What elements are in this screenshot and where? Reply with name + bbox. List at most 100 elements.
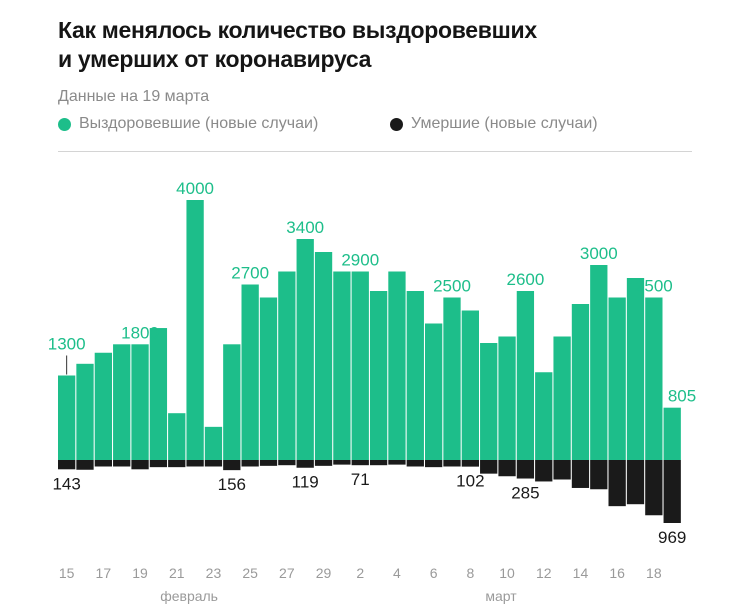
recovered-value-label: 1800: [121, 323, 159, 342]
recovered-bar: [113, 344, 131, 460]
deaths-bar: [223, 460, 241, 471]
chart-title-line-1: Как менялось количество выздоровевших: [58, 17, 537, 43]
deaths-bar: [94, 460, 112, 467]
deaths-bar: [535, 460, 553, 482]
recovered-value-label: 4000: [176, 179, 214, 198]
x-tick-label: 18: [646, 565, 662, 581]
recovered-bar: [553, 336, 571, 460]
deaths-bar: [186, 460, 204, 467]
recovered-value-label: 2900: [341, 251, 379, 270]
recovered-value-label: 3400: [286, 218, 324, 237]
legend-label-deaths: Умершие (новые случаи): [411, 115, 598, 132]
deaths-bar: [369, 460, 388, 466]
deaths-value-label: 119: [292, 473, 319, 492]
deaths-bar: [516, 460, 535, 479]
recovered-value-label: 1300: [48, 335, 86, 354]
x-tick-label: 17: [96, 565, 112, 581]
deaths-bar: [480, 460, 498, 474]
x-tick-label: 6: [430, 565, 438, 581]
x-tick-label: 12: [536, 565, 552, 581]
x-tick-label: 4: [393, 565, 401, 581]
x-tick-label: 25: [242, 565, 258, 581]
recovered-bar: [76, 363, 94, 460]
recovered-value-label: 2500: [635, 277, 673, 296]
deaths-value-label: 102: [456, 472, 484, 491]
recovered-bar: [149, 328, 168, 460]
deaths-bar: [498, 460, 516, 477]
x-tick-label: 23: [206, 565, 222, 581]
x-tick-label: 10: [499, 565, 515, 581]
deaths-bar: [406, 460, 424, 467]
x-tick-label: 21: [169, 565, 185, 581]
x-tick-label: 15: [59, 565, 75, 581]
deaths-value-label: 285: [511, 484, 539, 503]
header-divider: [58, 151, 692, 152]
deaths-bar: [113, 460, 131, 467]
deaths-bar: [149, 460, 168, 468]
chart-title-line-2: и умерших от коронавируса: [58, 46, 372, 72]
legend-swatch-recovered: [58, 117, 71, 131]
recovered-bar: [296, 239, 314, 460]
deaths-bar: [461, 460, 479, 467]
x-tick-label: 2: [356, 565, 364, 581]
deaths-bar: [58, 460, 76, 470]
chart-title: Как менялось количество выздоровевших и …: [58, 16, 537, 74]
x-tick-label: 29: [316, 565, 332, 581]
recovered-bar: [516, 291, 535, 460]
deaths-bar: [590, 460, 608, 490]
chart-subtitle: Данные на 19 марта: [58, 88, 210, 105]
deaths-bar: [333, 460, 351, 465]
recovered-bar: [608, 297, 626, 460]
deaths-bar: [131, 460, 149, 470]
recovered-bar: [535, 372, 553, 460]
deaths-bar: [626, 460, 645, 505]
month-label: март: [485, 588, 517, 604]
legend-swatch-deaths: [390, 117, 403, 131]
recovered-bar: [278, 271, 296, 460]
x-tick-label: 16: [609, 565, 625, 581]
recovered-bar: [58, 375, 76, 460]
recovered-bar: [241, 284, 259, 460]
recovered-value-label: 2500: [433, 277, 471, 296]
recovered-bar: [443, 297, 461, 460]
recovered-bar: [571, 304, 590, 460]
recovered-bar: [461, 310, 479, 460]
legend-item-deaths: Умершие (новые случаи): [390, 115, 598, 133]
recovered-bar: [626, 278, 645, 460]
deaths-bar: [645, 460, 663, 516]
deaths-bar: [259, 460, 278, 466]
recovered-bar: [131, 344, 149, 460]
recovered-bar: [425, 323, 443, 460]
x-tick-label: 27: [279, 565, 295, 581]
deaths-bar: [443, 460, 461, 467]
deaths-bar: [663, 460, 681, 523]
deaths-bar: [388, 460, 406, 465]
recovered-bar: [94, 352, 112, 460]
deaths-value-label: 143: [52, 474, 80, 493]
recovered-bar: [590, 265, 608, 460]
deaths-bar: [204, 460, 223, 467]
deaths-bar: [351, 460, 369, 466]
deaths-value-label: 71: [351, 470, 370, 489]
legend-item-recovered: Выздоровевшие (новые случаи): [58, 115, 318, 133]
deaths-bar: [425, 460, 443, 468]
recovered-value-label: 3000: [580, 244, 618, 263]
deaths-bar: [278, 460, 296, 466]
recovered-bar: [168, 413, 186, 460]
deaths-bar: [76, 460, 94, 470]
x-tick-label: 8: [466, 565, 474, 581]
month-label: февраль: [160, 588, 218, 604]
deaths-value-label: 969: [658, 528, 686, 547]
deaths-bar: [571, 460, 590, 488]
legend-label-recovered: Выздоровевшие (новые случаи): [79, 115, 319, 132]
recovered-bar: [223, 344, 241, 460]
recovered-bar: [204, 426, 223, 460]
recovered-bar: [369, 291, 388, 460]
recovered-bar: [663, 407, 681, 460]
deaths-bar: [314, 460, 333, 466]
recovered-bar: [498, 336, 516, 460]
x-tick-label: 19: [132, 565, 148, 581]
deaths-bar: [168, 460, 186, 468]
recovered-value-label: 2600: [506, 270, 544, 289]
x-tick-label: 14: [573, 565, 589, 581]
